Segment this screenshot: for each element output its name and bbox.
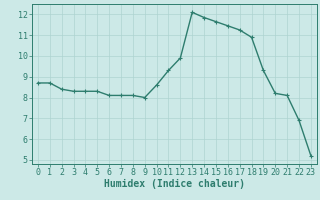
X-axis label: Humidex (Indice chaleur): Humidex (Indice chaleur) (104, 179, 245, 189)
